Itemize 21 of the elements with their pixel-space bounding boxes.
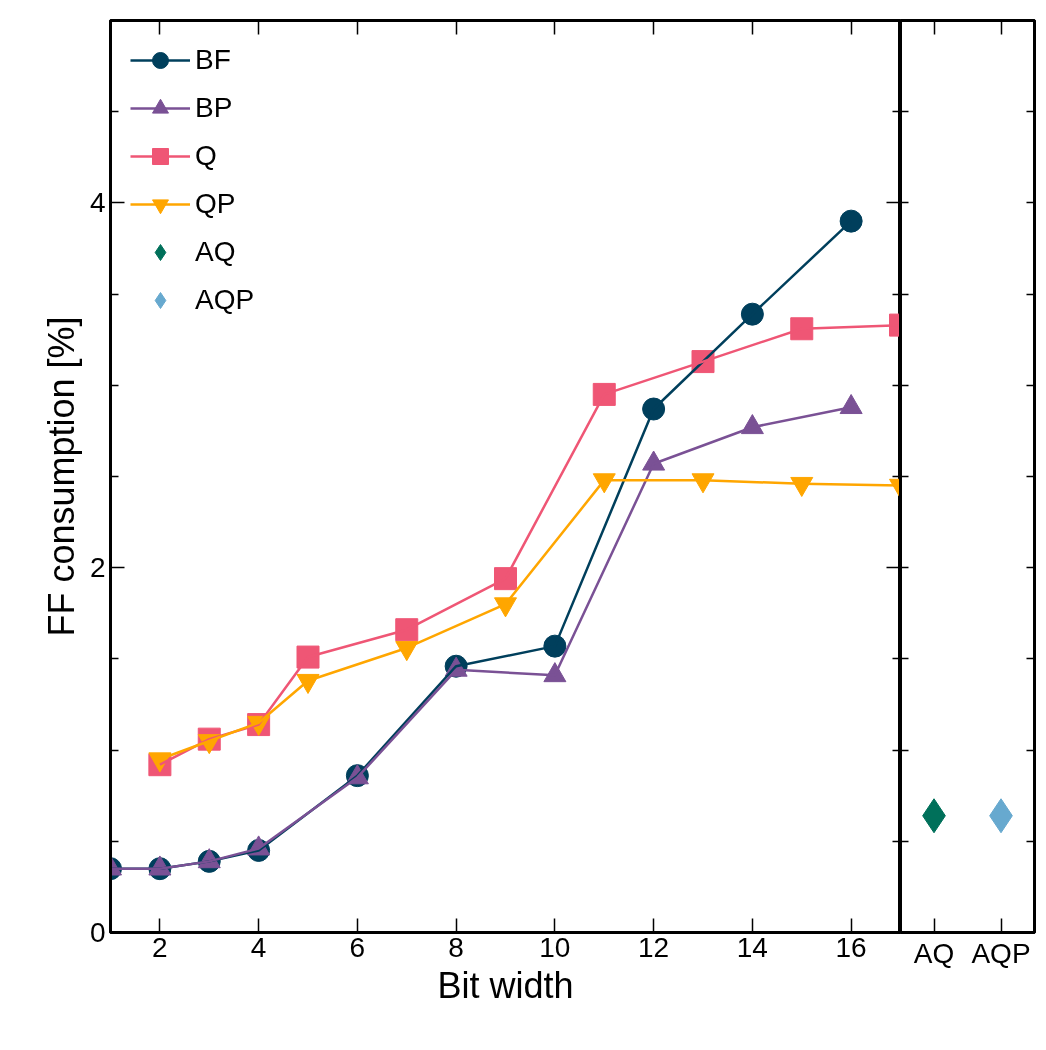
x-tick-label: 10 <box>539 931 571 963</box>
y-axis-title: FF consumption [%] <box>40 316 82 637</box>
x-tick-label: 14 <box>736 931 768 963</box>
x-tick-label: 8 <box>448 931 464 963</box>
legend-label: Q <box>195 140 217 172</box>
y-tick-label: 4 <box>89 187 106 219</box>
x-tick-label: AQP <box>971 937 1031 969</box>
x-tick-label: 4 <box>250 931 267 963</box>
legend-label: QP <box>195 188 236 220</box>
x-tick-label: 12 <box>638 931 670 963</box>
x-tick-label: 2 <box>152 931 168 963</box>
x-tick-label: 16 <box>835 931 867 963</box>
x-tick-label: AQ <box>913 937 955 969</box>
legend-label: BF <box>195 44 231 76</box>
x-tick-label: 6 <box>349 931 366 963</box>
y-tick-label: 0 <box>89 917 106 948</box>
legend-label: AQP <box>195 284 255 316</box>
y-tick-label: 2 <box>89 552 106 584</box>
legend-label: BP <box>195 92 233 124</box>
x-axis-title: Bit width <box>437 964 574 1006</box>
legend-label: AQ <box>195 236 236 268</box>
